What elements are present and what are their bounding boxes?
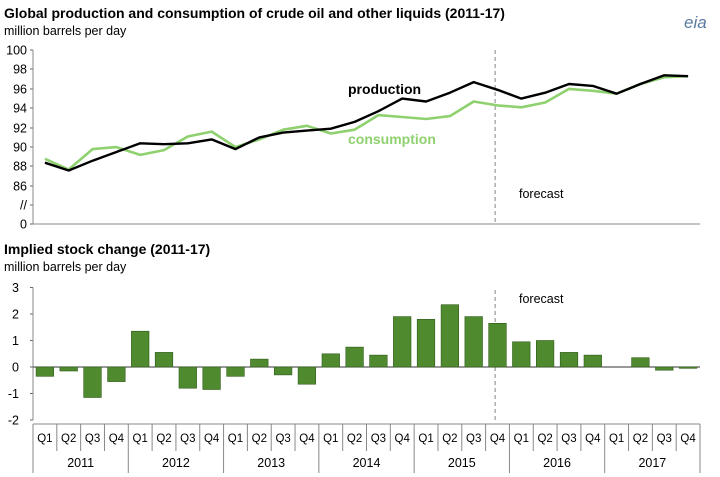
quarter-label: Q1	[514, 433, 529, 445]
top-y-tick-label: 98	[13, 63, 27, 77]
stock-change-bar	[369, 354, 388, 368]
stock-change-bar	[393, 316, 412, 368]
quarter-label: Q2	[156, 433, 171, 445]
quarter-label: Q1	[37, 433, 52, 445]
quarter-label: Q1	[228, 433, 243, 445]
quarter-label: Q1	[418, 433, 433, 445]
stock-change-bar	[416, 318, 436, 368]
quarter-label: Q2	[537, 433, 552, 445]
production-label: production	[348, 81, 421, 97]
year-label: 2014	[353, 456, 381, 470]
stock-change-bar	[464, 316, 483, 368]
quarter-label: Q4	[109, 433, 125, 445]
quarter-label: Q4	[395, 433, 411, 445]
year-label: 2016	[543, 456, 571, 470]
stock-change-bar	[488, 322, 507, 368]
top-chart-ylabel: million barrels per day	[4, 24, 127, 38]
quarter-label: Q1	[133, 433, 148, 445]
bottom-y-tick-label: 1	[12, 334, 19, 348]
top-forecast-label: forecast	[519, 187, 564, 201]
consumption-line	[44, 74, 689, 171]
top-y-tick-label: 90	[13, 141, 27, 155]
bottom-y-tick-label: -2	[8, 414, 19, 428]
quarter-label: Q4	[680, 433, 696, 445]
top-y-tick-label: //	[20, 199, 27, 213]
year-label: 2012	[162, 456, 190, 470]
stock-change-bar	[250, 358, 269, 368]
stock-change-bar	[35, 366, 54, 377]
year-label: 2013	[257, 456, 285, 470]
top-y-tick-label: 96	[13, 83, 27, 97]
quarter-label: Q3	[466, 433, 481, 445]
quarter-label: Q3	[561, 433, 576, 445]
year-label: 2015	[448, 456, 476, 470]
quarter-label: Q2	[252, 433, 267, 445]
quarter-label: Q3	[85, 433, 100, 445]
stock-change-bar	[178, 366, 197, 389]
stock-change-bar	[559, 352, 579, 368]
bottom-chart-ylabel: million barrels per day	[4, 260, 127, 274]
eia-logo: eia	[684, 13, 707, 32]
stock-change-bar	[202, 366, 221, 390]
stock-change-bar	[535, 340, 555, 368]
stock-change-bar	[678, 366, 698, 369]
top-y-tick-label: 94	[13, 102, 27, 116]
quarter-label: Q1	[323, 433, 338, 445]
stock-change-bar	[321, 353, 340, 368]
top-y-tick-label: 92	[13, 122, 27, 136]
stock-change-bar	[512, 341, 531, 368]
top-chart-axis: 100 98 96 94 92 90 88 86 // 0	[6, 44, 700, 232]
stock-change-bar	[107, 366, 126, 382]
bottom-chart-bars	[35, 304, 698, 398]
bottom-y-tick-label: -1	[8, 387, 19, 401]
stock-change-bar	[226, 366, 245, 377]
quarter-label: Q2	[347, 433, 362, 445]
bottom-y-tick-label: 0	[12, 361, 19, 375]
quarter-label: Q2	[442, 433, 457, 445]
year-label: 2017	[638, 456, 666, 470]
stock-change-bar	[59, 366, 78, 372]
quarter-label: Q3	[180, 433, 195, 445]
stock-change-bar	[655, 366, 674, 371]
quarter-label: Q4	[204, 433, 220, 445]
quarter-label: Q4	[299, 433, 315, 445]
stock-change-bar	[440, 304, 460, 368]
top-y-tick-label: 86	[13, 180, 27, 194]
production-line	[44, 74, 689, 172]
quarter-label: Q3	[371, 433, 386, 445]
stock-change-bar	[273, 366, 293, 376]
stock-change-bar	[154, 352, 174, 368]
bottom-forecast-label: forecast	[519, 292, 564, 306]
stock-change-bar	[83, 366, 102, 398]
quarter-label: Q4	[585, 433, 601, 445]
bottom-y-tick-label: 3	[12, 281, 19, 295]
quarter-label: Q3	[657, 433, 672, 445]
top-y-tick-label: 88	[13, 160, 27, 174]
stock-change-bar	[345, 346, 364, 368]
top-y-tick-label: 100	[6, 44, 27, 58]
quarter-label: Q3	[275, 433, 290, 445]
top-chart-title: Global production and consumption of cru…	[4, 5, 505, 21]
quarter-label: Q2	[633, 433, 648, 445]
quarter-label: Q2	[61, 433, 76, 445]
top-y-tick-label: 0	[20, 218, 27, 232]
top-chart-lines	[44, 74, 689, 172]
quarter-label: Q1	[609, 433, 624, 445]
bottom-y-tick-label: 2	[12, 308, 19, 322]
year-label: 2011	[67, 456, 94, 470]
consumption-label: consumption	[348, 131, 436, 147]
bottom-chart-title: Implied stock change (2011-17)	[4, 241, 210, 257]
stock-change-bar	[583, 354, 602, 368]
stock-change-bar	[131, 330, 150, 368]
stock-change-bar	[631, 357, 650, 368]
stock-change-bar	[297, 366, 317, 385]
quarter-label: Q4	[490, 433, 506, 445]
